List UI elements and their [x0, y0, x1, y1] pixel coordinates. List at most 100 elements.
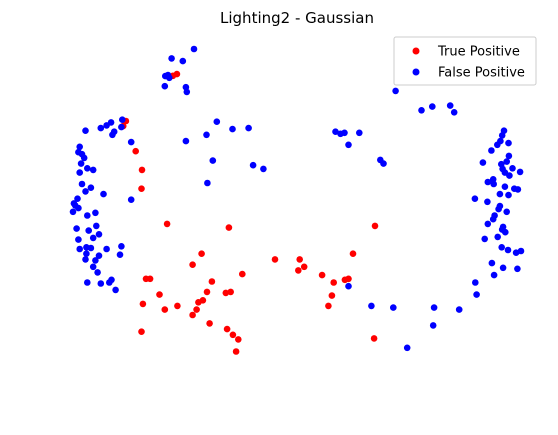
legend-label-false-positive: False Positive [438, 66, 525, 81]
point-false-positive-96 [506, 172, 513, 179]
point-true-positive-42 [138, 328, 145, 336]
point-true-positive-28 [296, 256, 304, 263]
point-false-positive-68 [249, 161, 257, 169]
point-false-positive-132 [390, 304, 397, 311]
point-false-positive-123 [499, 264, 507, 272]
point-false-positive-21 [80, 154, 88, 162]
point-false-positive-6 [183, 88, 191, 96]
point-false-positive-111 [489, 215, 497, 223]
point-false-positive-97 [484, 178, 492, 186]
point-false-positive-45 [87, 244, 95, 252]
point-false-positive-133 [403, 344, 411, 352]
point-false-positive-1 [168, 55, 175, 62]
point-true-positive-41 [235, 336, 242, 343]
point-false-positive-125 [490, 271, 498, 279]
point-true-positive-13 [295, 267, 302, 274]
point-true-positive-21 [139, 300, 147, 308]
point-false-positive-41 [95, 231, 103, 238]
point-false-positive-7 [164, 71, 172, 79]
point-false-positive-23 [84, 165, 91, 172]
point-false-positive-14 [109, 131, 116, 139]
point-false-positive-99 [490, 180, 498, 188]
point-false-positive-39 [85, 227, 92, 234]
point-false-positive-61 [182, 137, 190, 145]
point-false-positive-121 [517, 247, 525, 255]
point-false-positive-44 [76, 245, 83, 253]
point-false-positive-69 [260, 165, 267, 173]
point-false-positive-29 [100, 190, 107, 198]
point-false-positive-108 [495, 205, 502, 213]
point-false-positive-87 [488, 147, 495, 154]
point-false-positive-16 [161, 82, 169, 90]
legend: True Positive False Positive [393, 36, 537, 86]
point-true-positive-4 [132, 147, 139, 155]
point-false-positive-36 [92, 209, 99, 217]
point-false-positive-26 [78, 180, 86, 188]
point-true-positive-6 [138, 185, 145, 192]
point-false-positive-18 [76, 143, 83, 151]
point-false-positive-89 [503, 158, 511, 165]
point-false-positive-94 [509, 165, 516, 172]
point-false-positive-10 [103, 122, 110, 129]
point-false-positive-42 [75, 236, 82, 243]
point-true-positive-10 [271, 256, 279, 263]
point-false-positive-38 [73, 225, 80, 232]
point-false-positive-71 [332, 128, 339, 135]
point-false-positive-80 [446, 102, 454, 109]
point-false-positive-73 [356, 129, 363, 137]
point-false-positive-25 [89, 166, 97, 174]
point-false-positive-81 [450, 109, 458, 116]
point-false-positive-56 [106, 279, 113, 286]
point-true-positive-22 [174, 302, 181, 310]
point-true-positive-20 [156, 291, 163, 298]
point-true-positive-27 [239, 270, 246, 278]
point-false-positive-60 [116, 251, 124, 258]
point-true-positive-23 [193, 306, 200, 313]
point-true-positive-33 [328, 292, 336, 299]
point-false-positive-24 [76, 169, 83, 176]
point-false-positive-12 [97, 124, 105, 132]
point-false-positive-72 [341, 129, 348, 137]
point-false-positive-128 [455, 306, 463, 313]
point-false-positive-49 [92, 257, 99, 264]
plot-area [69, 45, 525, 355]
point-true-positive-7 [163, 220, 171, 228]
point-true-positive-26 [222, 289, 230, 297]
point-true-positive-31 [318, 271, 326, 279]
chart-title: Lighting2 - Gaussian [220, 9, 374, 27]
point-true-positive-32 [330, 279, 338, 286]
point-false-positive-64 [229, 125, 236, 133]
point-false-positive-85 [505, 139, 512, 147]
point-false-positive-30 [74, 195, 81, 202]
point-false-positive-40 [89, 234, 97, 242]
point-true-positive-30 [349, 250, 357, 257]
point-false-positive-130 [429, 322, 437, 329]
legend-box [393, 36, 537, 86]
point-true-positive-12 [189, 261, 196, 269]
point-false-positive-52 [94, 269, 101, 276]
point-false-positive-66 [245, 124, 252, 132]
point-false-positive-2 [179, 57, 187, 65]
point-false-positive-67 [204, 179, 211, 187]
point-false-positive-78 [418, 107, 425, 114]
point-false-positive-22 [77, 160, 85, 167]
point-true-positive-17 [203, 288, 211, 296]
point-false-positive-76 [380, 160, 387, 167]
point-true-positive-39 [223, 325, 231, 333]
point-false-positive-112 [484, 220, 492, 228]
point-false-positive-27 [87, 184, 95, 191]
point-true-positive-5 [138, 166, 146, 174]
point-false-positive-79 [429, 103, 436, 110]
point-false-positive-102 [514, 186, 522, 193]
point-false-positive-126 [472, 279, 479, 286]
point-false-positive-62 [203, 131, 210, 139]
point-false-positive-46 [103, 245, 110, 253]
point-false-positive-34 [69, 208, 77, 216]
point-false-positive-124 [514, 265, 521, 273]
point-false-positive-37 [93, 222, 100, 230]
point-true-positive-29 [300, 263, 308, 271]
point-false-positive-131 [345, 282, 352, 290]
point-true-positive-16 [208, 278, 216, 285]
point-true-positive-25 [227, 288, 234, 296]
point-false-positive-117 [481, 235, 489, 243]
